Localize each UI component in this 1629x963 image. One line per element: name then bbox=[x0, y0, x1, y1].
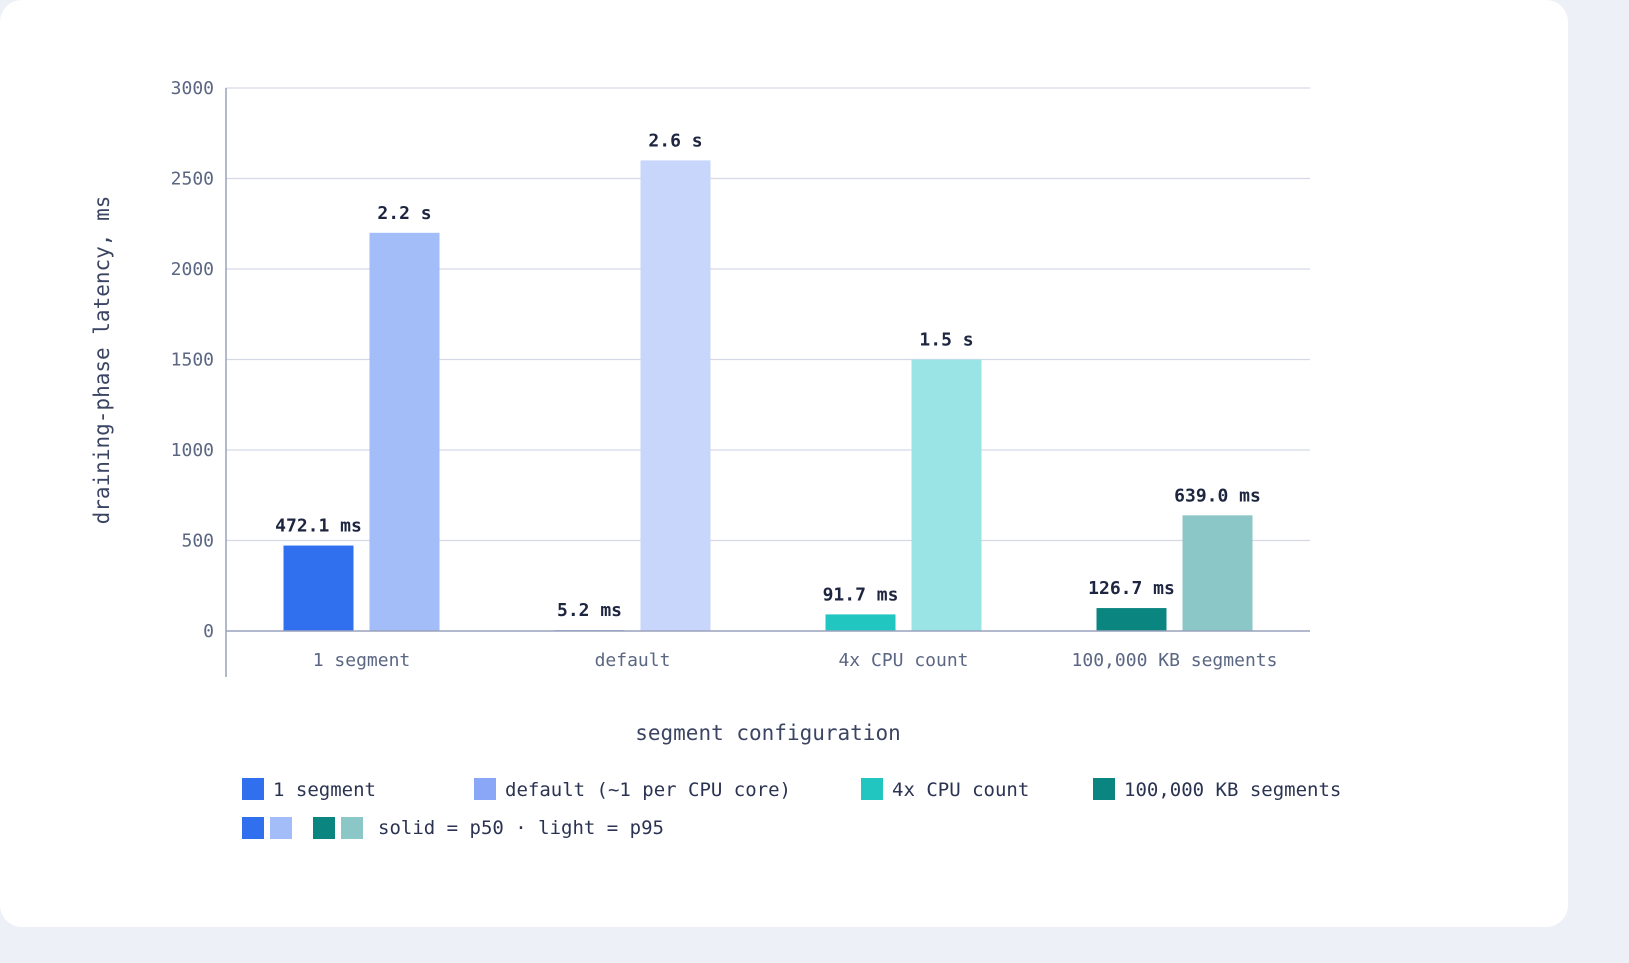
legend-swatch bbox=[474, 778, 496, 800]
y-axis-title: draining-phase latency, ms bbox=[90, 196, 114, 525]
legend-note-swatch bbox=[242, 817, 264, 839]
bar-p50 bbox=[825, 614, 896, 631]
bars bbox=[283, 160, 1253, 632]
legend-swatch bbox=[1093, 778, 1115, 800]
x-axis-title: segment configuration bbox=[635, 721, 901, 745]
y-tick-label: 2500 bbox=[171, 169, 214, 190]
bar-p50 bbox=[283, 545, 354, 631]
y-axis-ticks: 0 500 1000 1500 2000 2500 3000 bbox=[171, 78, 214, 642]
x-tick-label: 4x CPU count bbox=[838, 650, 968, 671]
y-tick-label: 1500 bbox=[171, 350, 214, 371]
bar-p95 bbox=[911, 359, 982, 631]
bar-value-label: 2.6 s bbox=[648, 130, 702, 151]
bar-value-label: 91.7 ms bbox=[823, 584, 899, 605]
bar-value-label: 639.0 ms bbox=[1174, 485, 1261, 506]
x-tick-label: default bbox=[595, 650, 671, 671]
legend-label: 100,000 KB segments bbox=[1124, 779, 1341, 801]
legend-label: default (~1 per CPU core) bbox=[505, 779, 791, 801]
legend-swatch bbox=[242, 778, 264, 800]
x-axis-ticks: 1 segment default 4x CPU count 100,000 KB s… bbox=[313, 650, 1278, 671]
legend-note-swatch bbox=[313, 817, 335, 839]
y-tick-label: 2000 bbox=[171, 259, 214, 280]
bar-labels: 472.1 ms 2.2 s 5.2 ms 2.6 s 91.7 ms 1.5 s 126.… bbox=[275, 130, 1261, 621]
bar-p95 bbox=[1182, 515, 1253, 631]
chart-card: 0 500 1000 1500 2000 2500 3000 472.1 ms 2.2 s 5.… bbox=[0, 0, 1568, 927]
bar-p95 bbox=[640, 160, 711, 631]
bar-value-label: 472.1 ms bbox=[275, 516, 362, 537]
x-tick-label: 1 segment bbox=[313, 650, 411, 671]
bar-p95 bbox=[369, 232, 440, 632]
x-tick-label: 100,000 KB segments bbox=[1072, 650, 1278, 671]
legend: 1 segment default (~1 per CPU core) 4x CPU… bbox=[242, 778, 1341, 839]
bar-value-label: 5.2 ms bbox=[557, 600, 622, 621]
legend-note: solid = p50 · light = p95 bbox=[378, 817, 664, 839]
legend-note-swatch bbox=[270, 817, 292, 839]
legend-swatch bbox=[861, 778, 883, 800]
y-tick-label: 0 bbox=[203, 621, 214, 642]
legend-note-swatch bbox=[341, 817, 363, 839]
bar-chart: 0 500 1000 1500 2000 2500 3000 472.1 ms 2.2 s 5.… bbox=[90, 78, 1341, 839]
y-tick-label: 1000 bbox=[171, 440, 214, 461]
bar-value-label: 1.5 s bbox=[919, 330, 973, 351]
bar-p50 bbox=[1096, 608, 1167, 631]
bar-value-label: 2.2 s bbox=[377, 203, 431, 224]
y-tick-label: 3000 bbox=[171, 78, 214, 99]
bar-value-label: 126.7 ms bbox=[1088, 578, 1175, 599]
legend-label: 1 segment bbox=[273, 779, 376, 801]
y-tick-label: 500 bbox=[181, 531, 214, 552]
legend-label: 4x CPU count bbox=[892, 779, 1029, 801]
